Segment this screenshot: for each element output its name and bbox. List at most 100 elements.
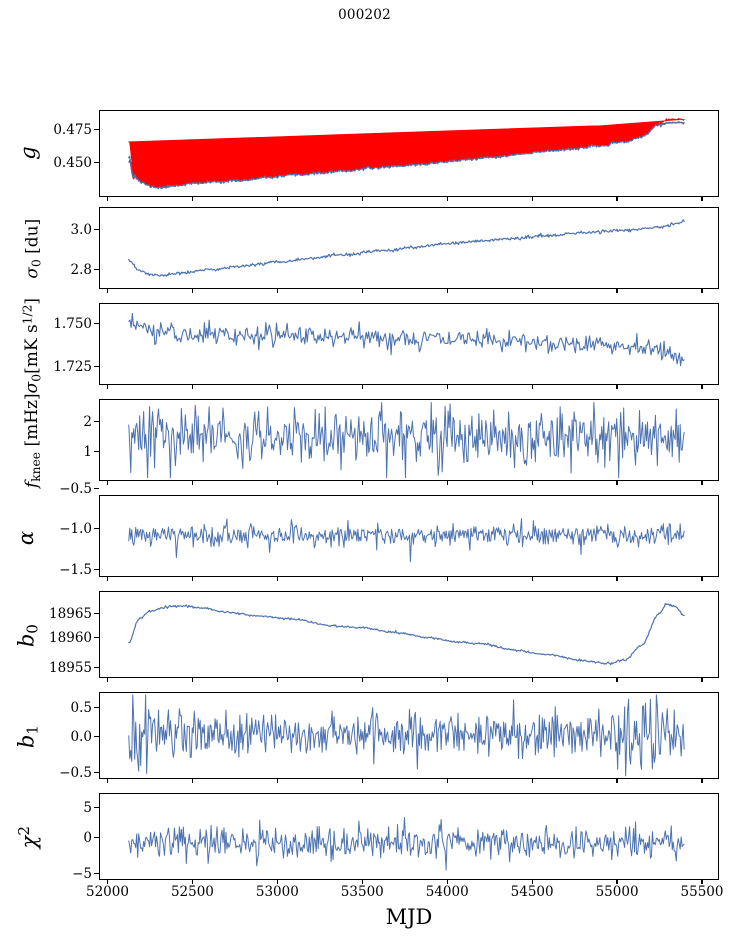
ytickmark-g-0 (94, 129, 99, 131)
ytickmark-b1-2 (94, 772, 99, 774)
panel-fknee-plot (128, 401, 685, 479)
xtickmark (616, 384, 618, 389)
ytick-b0-1: 18960 (49, 630, 92, 646)
xtickmark (446, 384, 448, 389)
ytick-b0-2: 18955 (49, 660, 92, 676)
xtick-label: 52000 (86, 884, 129, 900)
ytickmark-b1-0 (94, 707, 99, 709)
ytick-b0-0: 18965 (49, 606, 92, 622)
panel-b0 (99, 591, 719, 678)
panel-sigma0-du (99, 207, 719, 289)
ytickmark-alpha-0 (94, 488, 99, 490)
panel-sigma0-du-plot (128, 219, 685, 277)
panel-g (99, 110, 719, 197)
ylabel-alpha: α (14, 530, 38, 546)
xtickmark (446, 677, 448, 682)
panel-alpha-plot (128, 518, 685, 563)
xtickmark (361, 480, 363, 485)
ytick-fknee-1: 1 (83, 444, 92, 460)
figure-title: 000202 (338, 7, 391, 23)
ytick-g-0: 0.475 (53, 122, 92, 138)
xtickmark (531, 480, 533, 485)
xtickmark (701, 778, 703, 783)
xtick-label: 53500 (340, 884, 384, 900)
panel-b1-plot (128, 694, 685, 777)
xtickmark (701, 480, 703, 485)
xtickmark (276, 480, 278, 485)
panel-chi2-plot (128, 817, 685, 871)
xtickmark (616, 480, 618, 485)
xtickmark (191, 879, 193, 884)
xtickmark (531, 879, 533, 884)
xtickmark (191, 778, 193, 783)
xtickmark (361, 196, 363, 201)
xtickmark (191, 384, 193, 389)
xtickmark (276, 288, 278, 293)
ytick-chi2-0: 5 (83, 800, 92, 816)
xtickmark (276, 196, 278, 201)
xtickmark (616, 879, 618, 884)
xtick-label: 54500 (510, 884, 554, 900)
ytick-alpha-0: −0.5 (59, 481, 92, 497)
xtickmark (361, 778, 363, 783)
xtickmark (616, 288, 618, 293)
panel-b0-plot (128, 602, 685, 666)
xtickmark (361, 288, 363, 293)
xtickmark (531, 288, 533, 293)
panel-g-plot (128, 117, 685, 190)
panel-b1 (99, 692, 719, 779)
xtickmark (276, 384, 278, 389)
xtickmark (616, 576, 618, 581)
ytickmark-chi2-2 (94, 873, 99, 875)
xtickmark (106, 879, 109, 884)
xtickmark (701, 288, 703, 293)
ytick-chi2-1: 0 (83, 830, 92, 846)
xtickmark (276, 677, 278, 682)
xlabel: MJD (385, 905, 433, 929)
xtickmark (701, 384, 703, 389)
xtickmark (106, 384, 109, 389)
xtickmark (701, 576, 703, 581)
ytick-fknee-0: 2 (83, 414, 92, 430)
xtick-label: 53000 (255, 884, 299, 900)
panel-fknee (99, 399, 719, 481)
xtickmark (106, 677, 109, 682)
xtickmark (276, 879, 278, 884)
ytick-b1-1: 0.0 (70, 729, 92, 745)
ytick-sigma0du-0: 3.0 (70, 222, 92, 238)
xtickmark (276, 576, 278, 581)
xtickmark (446, 879, 448, 884)
xtickmark (191, 196, 193, 201)
ytickmark-g-1 (94, 162, 99, 164)
ytickmark-alpha-1 (94, 528, 99, 530)
xtickmark (106, 288, 109, 293)
ytickmark-alpha-2 (94, 569, 99, 571)
xtickmark (446, 576, 448, 581)
xtickmark (276, 778, 278, 783)
xtickmark (106, 576, 109, 581)
xtickmark (701, 196, 703, 201)
panel-chi2 (99, 793, 719, 880)
ytickmark-fknee-1 (94, 451, 99, 453)
ytickmark-sigma0du-1 (94, 269, 99, 271)
panel-alpha (99, 495, 719, 577)
xtick-label: 55500 (680, 884, 724, 900)
xtickmark (616, 196, 618, 201)
ylabel-chi2: χ2 (14, 825, 42, 849)
xtickmark (531, 677, 533, 682)
ytick-sigma0mk-1: 1.725 (53, 359, 92, 375)
ytickmark-sigma0mk-1 (94, 366, 99, 368)
ytick-g-1: 0.450 (53, 155, 92, 171)
xtickmark (701, 879, 703, 884)
xtick-label: 54000 (425, 884, 469, 900)
ytick-alpha-2: −1.5 (59, 562, 92, 578)
xtick-label: 52500 (170, 884, 214, 900)
xtickmark (191, 480, 193, 485)
ytick-sigma0du-1: 2.8 (70, 262, 92, 278)
ytick-sigma0mk-0: 1.750 (53, 316, 92, 332)
ytick-b1-2: −0.5 (59, 765, 92, 781)
xtickmark (191, 677, 193, 682)
xtickmark (106, 196, 109, 201)
xtickmark (531, 196, 533, 201)
